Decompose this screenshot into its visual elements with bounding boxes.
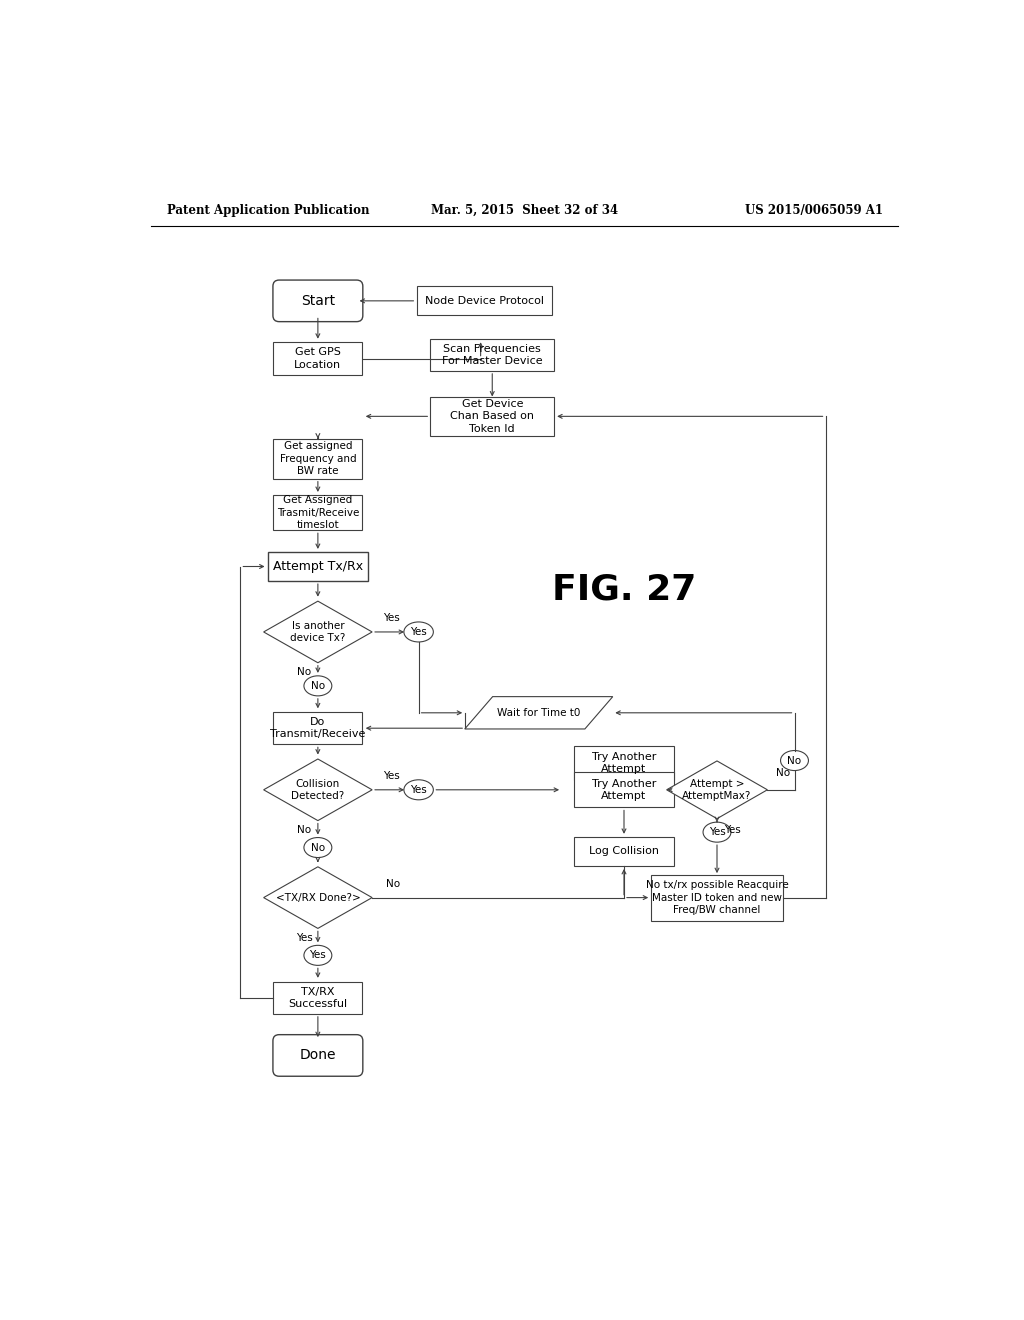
FancyBboxPatch shape: [273, 438, 362, 479]
Text: Patent Application Publication: Patent Application Publication: [167, 205, 370, 218]
Ellipse shape: [304, 837, 332, 858]
Text: Get Device
Chan Based on
Token Id: Get Device Chan Based on Token Id: [451, 399, 535, 434]
Text: Log Collision: Log Collision: [589, 846, 659, 857]
FancyBboxPatch shape: [573, 746, 675, 780]
Text: US 2015/0065059 A1: US 2015/0065059 A1: [744, 205, 883, 218]
FancyBboxPatch shape: [273, 342, 362, 375]
Ellipse shape: [403, 780, 433, 800]
Polygon shape: [263, 759, 372, 821]
Text: Mar. 5, 2015  Sheet 32 of 34: Mar. 5, 2015 Sheet 32 of 34: [431, 205, 618, 218]
Text: No tx/rx possible Reacquire
Master ID token and new
Freq/BW channel: No tx/rx possible Reacquire Master ID to…: [645, 880, 788, 915]
Text: Try Another
Attempt: Try Another Attempt: [592, 779, 656, 801]
Polygon shape: [263, 601, 372, 663]
Text: Yes: Yes: [724, 825, 741, 834]
Text: <TX/RX Done?>: <TX/RX Done?>: [275, 892, 360, 903]
Text: Done: Done: [300, 1048, 336, 1063]
Text: Yes: Yes: [709, 828, 725, 837]
Text: Yes: Yes: [309, 950, 327, 961]
Ellipse shape: [403, 622, 433, 642]
Text: Yes: Yes: [411, 627, 427, 638]
Ellipse shape: [304, 676, 332, 696]
Text: Wait for Time t0: Wait for Time t0: [497, 708, 581, 718]
FancyBboxPatch shape: [273, 280, 362, 322]
Text: Yes: Yes: [411, 785, 427, 795]
Ellipse shape: [304, 945, 332, 965]
Text: TX/RX
Successful: TX/RX Successful: [289, 986, 347, 1008]
FancyBboxPatch shape: [651, 874, 783, 921]
Text: Is another
device Tx?: Is another device Tx?: [290, 620, 345, 643]
Text: No: No: [311, 842, 325, 853]
Text: Get Assigned
Trasmit/Receive
timeslot: Get Assigned Trasmit/Receive timeslot: [276, 495, 359, 531]
FancyBboxPatch shape: [273, 711, 362, 744]
Text: Do
Transmit/Receive: Do Transmit/Receive: [270, 717, 366, 739]
FancyBboxPatch shape: [430, 397, 554, 436]
Text: No: No: [297, 667, 311, 677]
Text: Yes: Yes: [383, 612, 400, 623]
Text: Get GPS
Location: Get GPS Location: [294, 347, 341, 370]
Text: Scan Frequencies
For Master Device: Scan Frequencies For Master Device: [442, 343, 543, 366]
Text: Attempt >
AttemptMax?: Attempt > AttemptMax?: [682, 779, 752, 801]
FancyBboxPatch shape: [430, 339, 554, 371]
Text: FIG. 27: FIG. 27: [552, 573, 696, 607]
Polygon shape: [667, 760, 767, 818]
Text: Start: Start: [301, 294, 335, 308]
Text: Attempt Tx/Rx: Attempt Tx/Rx: [272, 560, 362, 573]
FancyBboxPatch shape: [267, 552, 369, 581]
Ellipse shape: [703, 822, 731, 842]
FancyBboxPatch shape: [273, 495, 362, 529]
Text: Get assigned
Frequency and
BW rate: Get assigned Frequency and BW rate: [280, 441, 356, 477]
Text: Yes: Yes: [296, 933, 312, 942]
FancyBboxPatch shape: [273, 1035, 362, 1076]
FancyBboxPatch shape: [573, 837, 675, 866]
Text: No: No: [297, 825, 311, 834]
FancyBboxPatch shape: [417, 286, 552, 315]
Text: Node Device Protocol: Node Device Protocol: [425, 296, 544, 306]
Text: Yes: Yes: [383, 771, 400, 781]
Text: No: No: [787, 755, 802, 766]
Text: No: No: [311, 681, 325, 690]
Text: No: No: [386, 879, 400, 888]
FancyBboxPatch shape: [573, 772, 675, 807]
Polygon shape: [263, 867, 372, 928]
Polygon shape: [465, 697, 612, 729]
Text: Collision
Detected?: Collision Detected?: [291, 779, 344, 801]
Text: Try Another
Attempt: Try Another Attempt: [592, 751, 656, 774]
Ellipse shape: [780, 751, 809, 771]
Text: No: No: [776, 768, 790, 777]
FancyBboxPatch shape: [273, 982, 362, 1014]
